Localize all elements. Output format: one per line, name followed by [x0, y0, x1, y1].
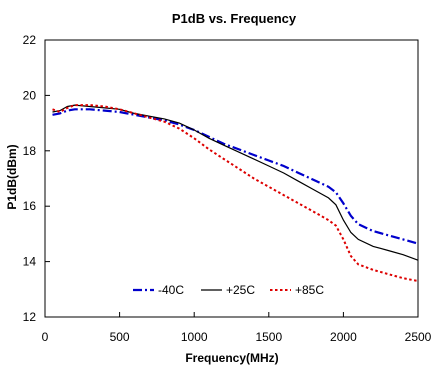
series-layer [52, 104, 419, 282]
x-tick-label: 1500 [255, 330, 282, 344]
y-tick-label: 22 [23, 33, 37, 47]
plot-area [44, 39, 419, 318]
x-axis-label: Frequency(MHz) [185, 351, 278, 365]
x-tick-label: 500 [110, 330, 130, 344]
series-line-1 [52, 104, 419, 261]
axis-ticks: 0 500 1000 1500 2000 2500 12 14 16 18 20 22 [23, 33, 432, 344]
y-tick-label: 12 [23, 310, 37, 324]
legend-label-2: +85C [295, 283, 324, 297]
x-tick-label: 2500 [405, 330, 432, 344]
x-tick-label: 0 [42, 330, 49, 344]
x-tick-label: 1000 [181, 330, 208, 344]
y-tick-label: 18 [23, 144, 37, 158]
series-line-2 [52, 104, 419, 282]
legend: -40C +25C +85C [133, 283, 324, 297]
y-tick-label: 16 [23, 199, 37, 213]
chart-title: P1dB vs. Frequency [172, 11, 297, 26]
y-tick-label: 14 [23, 255, 37, 269]
legend-label-1: +25C [226, 283, 255, 297]
series-line-0 [52, 108, 419, 245]
legend-label-0: -40C [158, 283, 184, 297]
y-tick-label: 20 [23, 88, 37, 102]
y-axis-label: P1dB(dBm) [5, 144, 19, 209]
x-tick-label: 2000 [330, 330, 357, 344]
